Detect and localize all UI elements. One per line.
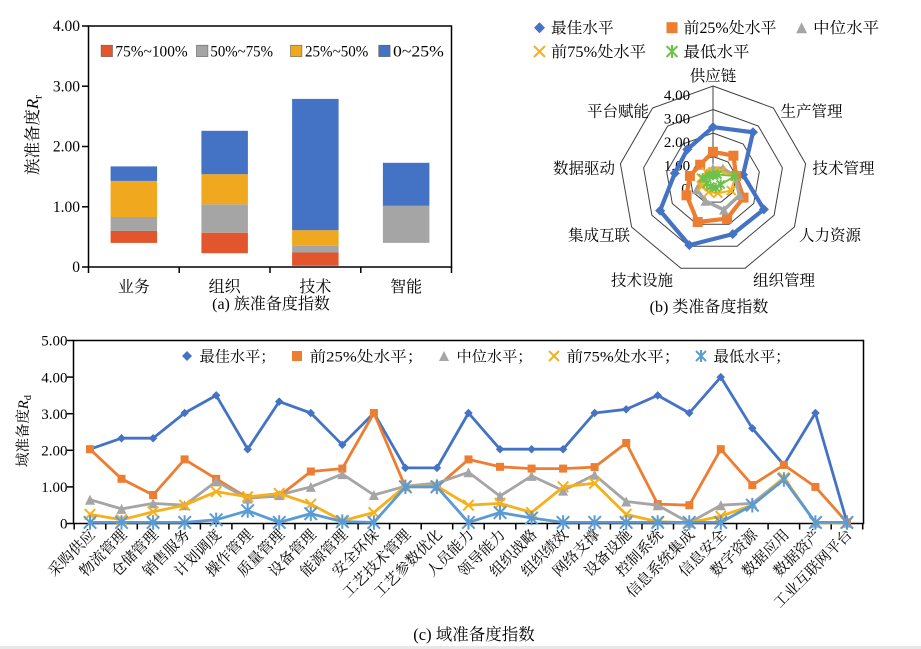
svg-text:50%~75%: 50%~75%: [210, 43, 273, 60]
svg-text:技术管理: 技术管理: [812, 160, 875, 178]
svg-text:75%~100%: 75%~100%: [115, 43, 187, 60]
svg-text:平台赋能: 平台赋能: [587, 103, 649, 121]
svg-text:技术: 技术: [299, 278, 331, 296]
svg-text:组织管理: 组织管理: [753, 272, 816, 290]
svg-text:4.00: 4.00: [664, 88, 690, 104]
svg-text:前25%处水平: 前25%处水平: [684, 19, 777, 37]
svg-text:集成互联: 集成互联: [568, 227, 631, 245]
svg-text:3.00: 3.00: [53, 79, 80, 96]
svg-text:数据驱动: 数据驱动: [553, 160, 615, 178]
svg-text:5.00: 5.00: [41, 334, 67, 350]
svg-text:1.00: 1.00: [53, 199, 80, 216]
svg-text:(c) 域准备度指数: (c) 域准备度指数: [413, 625, 535, 644]
svg-text:中位水平；: 中位水平；: [457, 348, 533, 365]
svg-text:供应链: 供应链: [690, 67, 737, 85]
svg-text:业务: 业务: [118, 278, 150, 296]
svg-text:2.00: 2.00: [41, 444, 67, 460]
svg-text:(a) 族准备度指数: (a) 族准备度指数: [212, 295, 330, 313]
svg-text:3.00: 3.00: [41, 407, 67, 423]
svg-text:族准备度Rr: 族准备度Rr: [23, 95, 45, 175]
svg-text:前75%处水平: 前75%处水平: [551, 43, 646, 61]
svg-text:2.00: 2.00: [53, 139, 80, 156]
svg-text:前25%处水平；: 前25%处水平；: [310, 348, 424, 365]
svg-text:最低水平: 最低水平: [684, 43, 750, 61]
svg-text:生产管理: 生产管理: [780, 103, 843, 121]
svg-text:中位水平: 中位水平: [813, 19, 879, 37]
svg-text:最佳水平；: 最佳水平；: [200, 348, 276, 365]
svg-text:1.00: 1.00: [41, 480, 67, 496]
svg-text:4.00: 4.00: [53, 18, 80, 35]
svg-text:0: 0: [72, 259, 80, 276]
svg-text:2.00: 2.00: [664, 135, 690, 151]
svg-text:域准备度Rd: 域准备度Rd: [14, 394, 34, 467]
svg-text:4.00: 4.00: [41, 370, 67, 386]
svg-text:智能: 智能: [390, 278, 422, 296]
svg-text:25%~50%: 25%~50%: [305, 43, 368, 60]
svg-text:最低水平；: 最低水平；: [714, 348, 791, 365]
svg-text:(b) 类准备度指数: (b) 类准备度指数: [650, 298, 769, 316]
svg-text:0~25%: 0~25%: [393, 43, 444, 60]
svg-text:前75%处水平；: 前75%处水平；: [567, 348, 681, 365]
svg-text:0: 0: [681, 182, 689, 198]
svg-text:人力资源: 人力资源: [799, 227, 862, 245]
svg-text:最佳水平: 最佳水平: [551, 19, 614, 37]
svg-text:组织: 组织: [209, 278, 242, 296]
svg-text:3.00: 3.00: [664, 112, 690, 128]
svg-text:0: 0: [60, 517, 68, 533]
svg-text:技术设施: 技术设施: [611, 272, 674, 290]
